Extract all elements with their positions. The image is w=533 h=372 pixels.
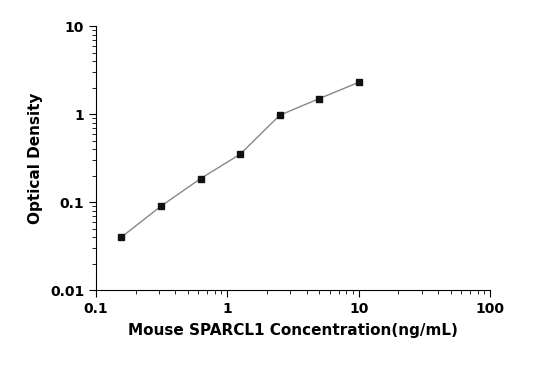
Y-axis label: Optical Density: Optical Density [28, 92, 43, 224]
X-axis label: Mouse SPARCL1 Concentration(ng/mL): Mouse SPARCL1 Concentration(ng/mL) [128, 323, 458, 338]
